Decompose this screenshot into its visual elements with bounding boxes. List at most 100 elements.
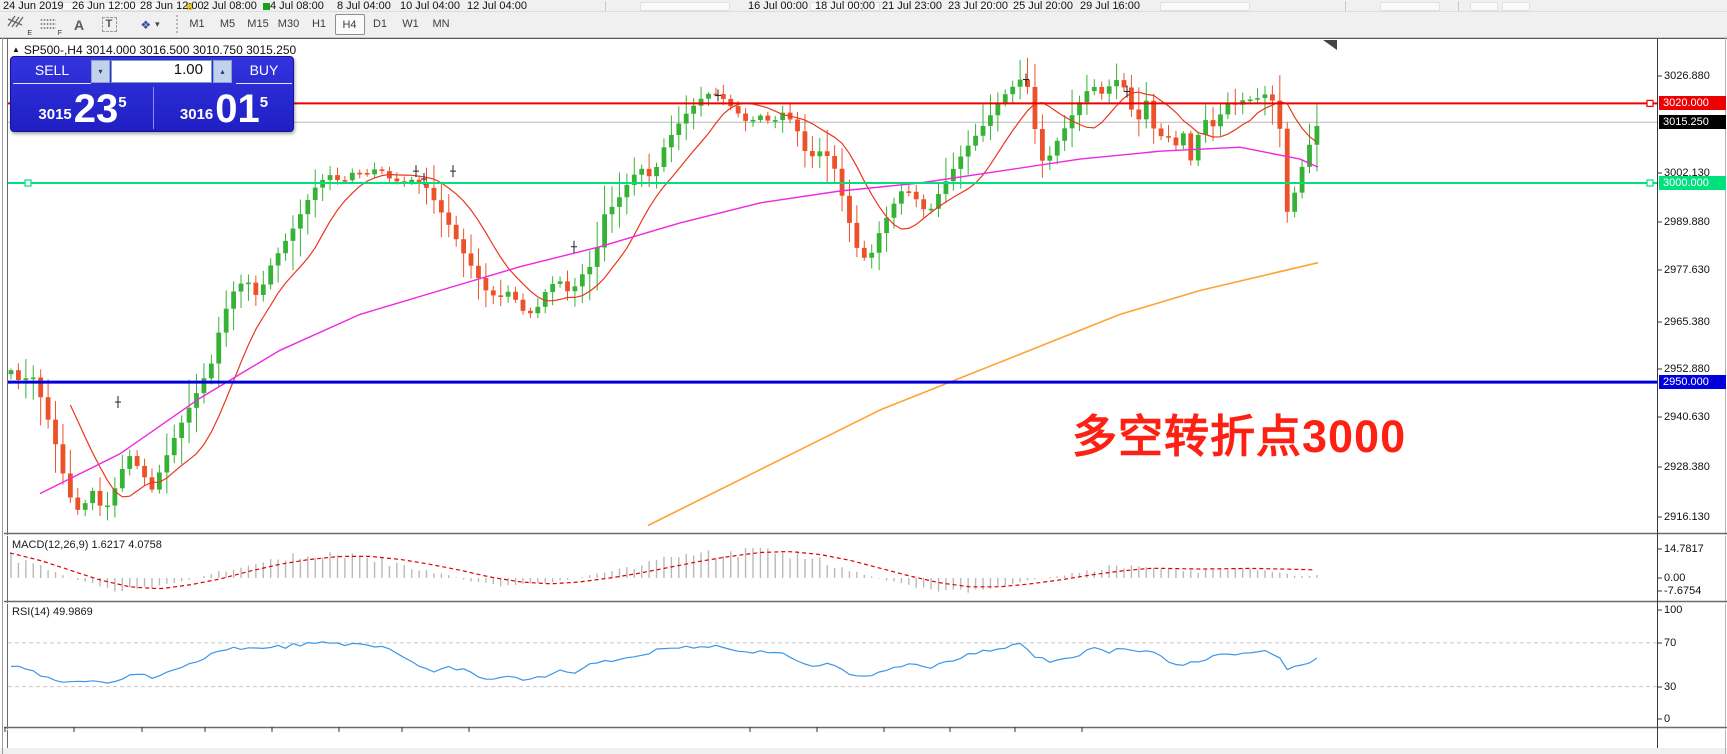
candle-body[interactable] (268, 265, 274, 285)
sell-price-button[interactable]: 3015 23 5 (13, 85, 152, 130)
candle-body[interactable] (1210, 120, 1216, 127)
text-label-tool-icon[interactable]: T (98, 14, 120, 35)
candle-body[interactable] (928, 208, 934, 211)
candle-body[interactable] (290, 228, 296, 241)
candle-body[interactable] (105, 505, 110, 508)
candle-body[interactable] (617, 197, 622, 207)
volume-input[interactable]: 1.00 (111, 60, 212, 83)
candle-body[interactable] (335, 175, 340, 181)
candle-body[interactable] (1262, 94, 1268, 99)
candle-body[interactable] (38, 377, 44, 398)
chart-shift-marker[interactable] (1323, 40, 1337, 50)
candle-body[interactable] (1047, 155, 1053, 161)
candle-body[interactable] (424, 182, 429, 188)
candle-body[interactable] (639, 168, 645, 175)
candle-body[interactable] (1299, 166, 1305, 193)
candle-body[interactable] (1025, 79, 1030, 88)
candle-body[interactable] (468, 253, 474, 266)
line-handle[interactable] (24, 179, 32, 187)
candle-body[interactable] (1277, 100, 1283, 129)
candle-body[interactable] (958, 156, 964, 169)
candle-body[interactable] (357, 172, 363, 175)
candle-body[interactable] (431, 187, 437, 201)
candle-body[interactable] (891, 203, 897, 218)
candle-body[interactable] (691, 105, 697, 114)
candle-body[interactable] (142, 465, 147, 478)
candle-body[interactable] (45, 397, 51, 420)
candle-body[interactable] (157, 472, 162, 490)
candle-body[interactable] (372, 169, 377, 175)
candle-body[interactable] (1270, 94, 1275, 101)
cursor-mode-icon[interactable]: ❖ ▾ (130, 14, 170, 35)
crosshatch-draw-icon[interactable]: E (6, 14, 32, 37)
candle-body[interactable] (1151, 100, 1157, 129)
candle-body[interactable] (327, 175, 333, 180)
candle-body[interactable] (1143, 100, 1149, 120)
candle-body[interactable] (8, 370, 14, 375)
candle-body[interactable] (134, 456, 140, 466)
candle-body[interactable] (913, 191, 919, 200)
candle-body[interactable] (1247, 99, 1253, 102)
partial-button[interactable] (1160, 2, 1250, 11)
candle-body[interactable] (854, 222, 860, 248)
toolbar-grip[interactable] (176, 15, 179, 33)
candle-body[interactable] (1203, 120, 1209, 135)
candle-body[interactable] (565, 281, 570, 292)
timeframe-button-mn[interactable]: MN (432, 18, 450, 30)
candle-body[interactable] (609, 206, 615, 215)
candle-body[interactable] (631, 174, 637, 185)
candle-body[interactable] (765, 115, 771, 121)
candle-body[interactable] (127, 456, 133, 469)
candle-body[interactable] (186, 407, 192, 423)
candle-body[interactable] (30, 377, 36, 380)
candle-body[interactable] (654, 167, 659, 177)
candle-body[interactable] (683, 113, 689, 124)
candle-body[interactable] (743, 113, 748, 121)
timeframe-button-m5[interactable]: M5 (219, 18, 236, 30)
candle-body[interactable] (1225, 102, 1231, 115)
candle-body[interactable] (513, 291, 518, 300)
chart-annotation-text[interactable]: 多空转折点3000 (1072, 411, 1407, 462)
candle-body[interactable] (342, 180, 348, 182)
candle-body[interactable] (260, 284, 266, 295)
candle-body[interactable] (1173, 137, 1179, 146)
candle-body[interactable] (505, 291, 511, 297)
candle-body[interactable] (832, 155, 838, 169)
collapse-arrow-icon[interactable]: ▲ (12, 45, 20, 54)
partial-green-icon[interactable] (263, 3, 270, 10)
candle-body[interactable] (988, 115, 993, 126)
candle-body[interactable] (208, 363, 214, 379)
candle-body[interactable] (824, 151, 830, 156)
candle-body[interactable] (758, 115, 763, 120)
candle-body[interactable] (275, 253, 281, 266)
candle-body[interactable] (1166, 136, 1171, 138)
candle-body[interactable] (82, 503, 88, 510)
candle-body[interactable] (542, 292, 548, 307)
candle-body[interactable] (416, 179, 422, 183)
candle-body[interactable] (676, 123, 682, 135)
buy-price-button[interactable]: 3016 01 5 (155, 85, 293, 130)
candle-body[interactable] (1077, 102, 1082, 116)
candle-body[interactable] (349, 172, 355, 181)
partial-yellow-icon[interactable] (186, 3, 193, 10)
candle-body[interactable] (876, 233, 882, 253)
candle-body[interactable] (253, 282, 259, 295)
font-tool-icon[interactable]: A (68, 14, 90, 35)
line-handle[interactable] (1646, 179, 1654, 187)
volume-decrease-button[interactable]: ▾ (91, 60, 110, 83)
candle-body[interactable] (950, 168, 956, 182)
candle-body[interactable] (238, 283, 244, 292)
candle-body[interactable] (283, 240, 288, 254)
timeframe-button-h4[interactable]: H4 (334, 14, 365, 35)
candle-body[interactable] (735, 106, 741, 114)
candle-body[interactable] (1218, 114, 1223, 127)
candle-body[interactable] (498, 295, 504, 297)
candle-body[interactable] (661, 147, 667, 168)
candle-body[interactable] (535, 306, 541, 314)
timeframe-button-w1[interactable]: W1 (402, 18, 419, 30)
candle-body[interactable] (1017, 79, 1023, 87)
candle-body[interactable] (1180, 133, 1186, 146)
candle-body[interactable] (483, 278, 489, 291)
candle-body[interactable] (119, 468, 125, 489)
